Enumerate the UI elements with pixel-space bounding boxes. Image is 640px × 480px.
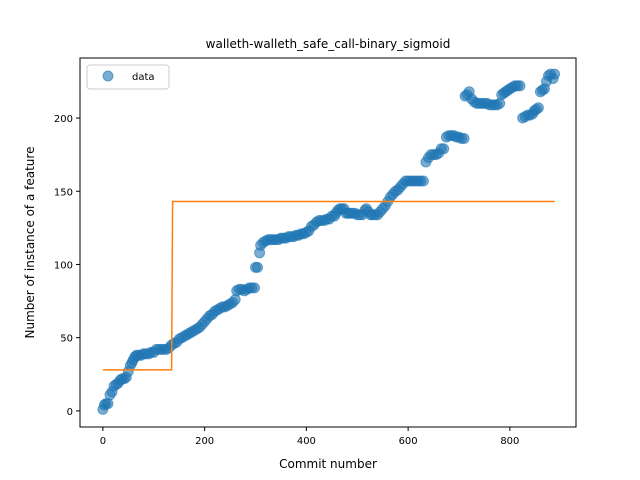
x-axis-label: Commit number (279, 457, 377, 471)
x-tick-label: 600 (399, 436, 418, 447)
data-point (249, 282, 260, 294)
data-point (549, 68, 561, 80)
legend: data (86, 64, 170, 90)
data-point (417, 175, 429, 187)
y-tick-label: 200 (54, 114, 73, 125)
axis-ticks: 0 200 400 600 800 0 50 100 150 200 (54, 114, 520, 447)
y-tick-label: 0 (67, 407, 73, 418)
y-tick-label: 50 (60, 334, 73, 345)
data-point (229, 294, 241, 306)
x-tick-label: 800 (500, 436, 519, 447)
x-tick-label: 400 (297, 436, 316, 447)
plot-area (97, 68, 561, 415)
x-tick-label: 200 (195, 436, 214, 447)
data-point (514, 80, 526, 92)
y-axis-label: Number of instance of a feature (23, 147, 37, 339)
data-point (494, 97, 506, 109)
data-point (438, 143, 450, 155)
data-point (532, 102, 544, 114)
legend-label: data (132, 72, 155, 83)
axes-frame (79, 57, 577, 428)
x-tick-label: 0 (100, 436, 106, 447)
data-point (458, 133, 470, 144)
legend-marker (102, 70, 114, 82)
data-point (102, 398, 114, 410)
chart-title: walleth-walleth_safe_call-binary_sigmoid (206, 37, 451, 51)
fit-line (102, 200, 555, 371)
data-point (252, 261, 263, 273)
y-tick-label: 150 (54, 187, 73, 198)
legend-box (86, 64, 170, 90)
y-tick-label: 100 (54, 260, 73, 271)
